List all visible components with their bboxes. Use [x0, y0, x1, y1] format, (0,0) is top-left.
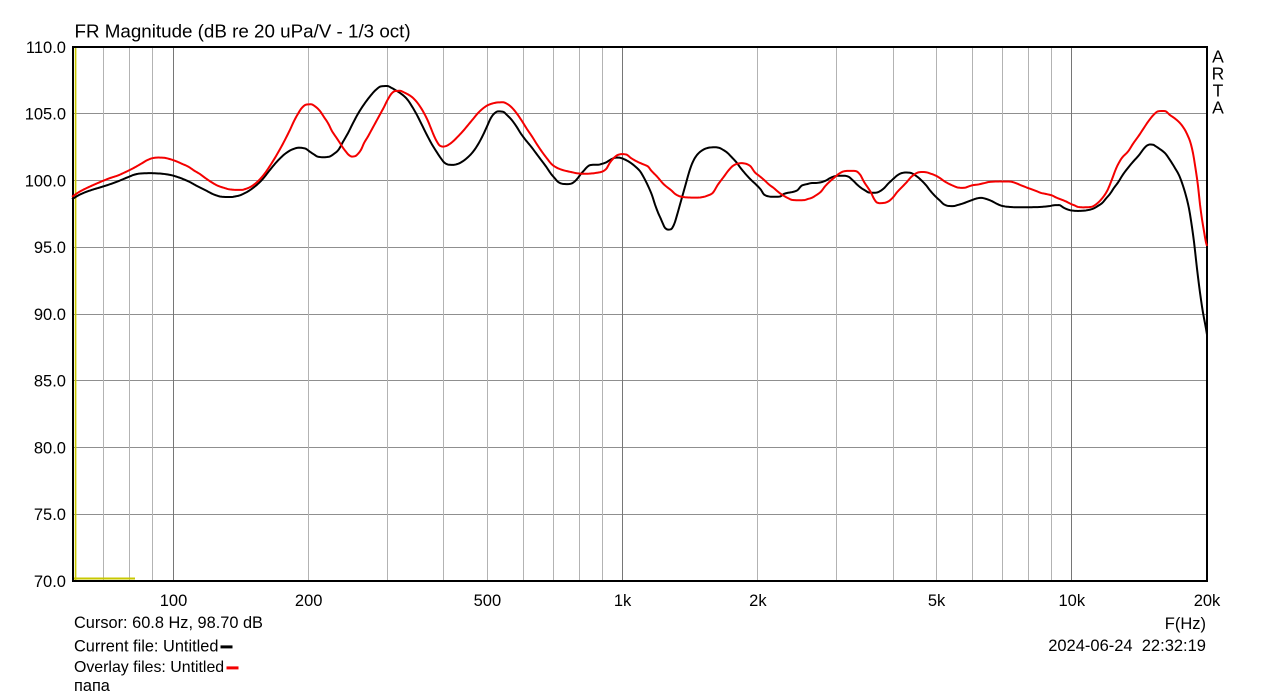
svg-text:Current file: Untitled: Current file: Untitled [74, 638, 218, 656]
svg-text:500: 500 [474, 592, 502, 610]
svg-text:20k: 20k [1194, 592, 1221, 610]
svg-text:2024-06-24 22:32:19: 2024-06-24 22:32:19 [1048, 637, 1206, 655]
svg-text:90.0: 90.0 [34, 306, 66, 324]
svg-text:105.0: 105.0 [25, 106, 66, 124]
svg-text:85.0: 85.0 [34, 373, 66, 391]
svg-text:A: A [1212, 98, 1224, 118]
svg-text:A: A [1212, 47, 1224, 67]
svg-text:T: T [1213, 81, 1224, 101]
svg-text:110.0: 110.0 [26, 39, 66, 57]
svg-text:200: 200 [295, 592, 323, 610]
svg-text:5k: 5k [928, 592, 946, 610]
svg-text:Cursor: 60.8 Hz, 98.70 dB: Cursor: 60.8 Hz, 98.70 dB [74, 614, 263, 632]
svg-text:2k: 2k [749, 592, 767, 610]
svg-text:70.0: 70.0 [34, 573, 66, 591]
svg-text:Overlay files: Untitled: Overlay files: Untitled [74, 659, 224, 676]
svg-text:100: 100 [160, 592, 188, 610]
svg-text:папа: папа [74, 677, 111, 695]
svg-text:100.0: 100.0 [25, 172, 66, 190]
svg-text:1k: 1k [614, 592, 632, 610]
svg-text:10k: 10k [1058, 592, 1085, 610]
svg-text:FR Magnitude (dB re 20 uPa/V -: FR Magnitude (dB re 20 uPa/V - 1/3 oct) [75, 20, 411, 41]
svg-text:75.0: 75.0 [34, 506, 66, 524]
svg-text:F(Hz): F(Hz) [1165, 615, 1206, 633]
svg-text:95.0: 95.0 [34, 239, 66, 257]
svg-text:80.0: 80.0 [34, 439, 66, 457]
svg-text:R: R [1212, 64, 1225, 84]
